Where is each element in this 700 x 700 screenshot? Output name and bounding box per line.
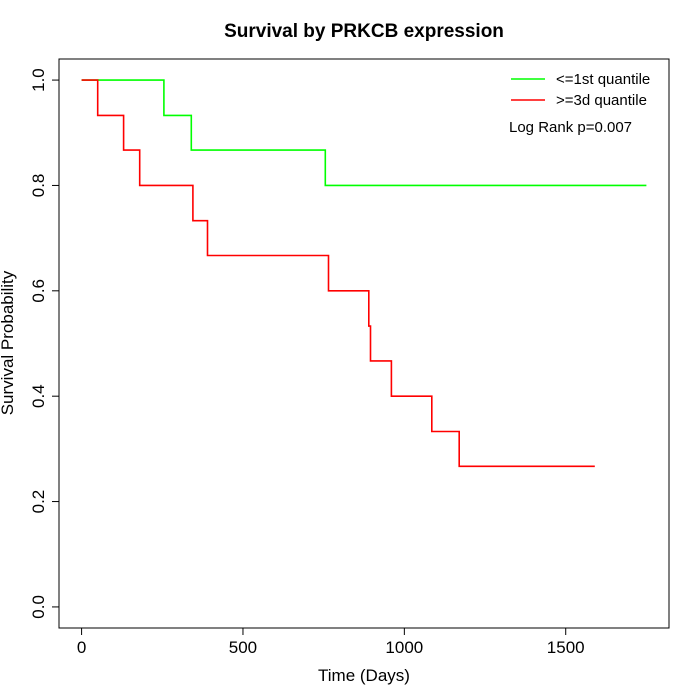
x-axis: 0 500 1000 1500 <box>77 627 585 657</box>
x-tick-label: 0 <box>77 638 86 657</box>
y-tick-label: 0.8 <box>29 174 48 198</box>
legend-label: <=1st quantile <box>556 71 650 88</box>
x-tick-label: 500 <box>229 638 257 657</box>
y-tick-label: 0.6 <box>29 279 48 303</box>
x-tick-label: 1500 <box>547 638 585 657</box>
y-tick-label: 0.4 <box>29 384 48 408</box>
plot-frame <box>58 58 670 629</box>
x-tick-label: 1000 <box>385 638 423 657</box>
legend-label: >=3d quantile <box>556 92 647 109</box>
y-axis: 0.0 0.2 0.4 0.6 0.8 1.0 <box>29 68 60 619</box>
y-axis-label: Survival Probability <box>0 270 17 415</box>
y-tick-label: 1.0 <box>29 68 48 92</box>
y-tick-label: 0.2 <box>29 490 48 514</box>
chart-title: Survival by PRKCB expression <box>224 21 504 42</box>
series-line-1 <box>81 79 647 187</box>
legend: <=1st quantile >=3d quantile <box>511 71 650 109</box>
x-axis-label: Time (Days) <box>318 666 410 685</box>
y-tick-label: 0.0 <box>29 595 48 619</box>
series-line-2 <box>81 79 595 468</box>
logrank-annotation: Log Rank p=0.007 <box>509 119 632 136</box>
series-lines <box>81 79 647 468</box>
